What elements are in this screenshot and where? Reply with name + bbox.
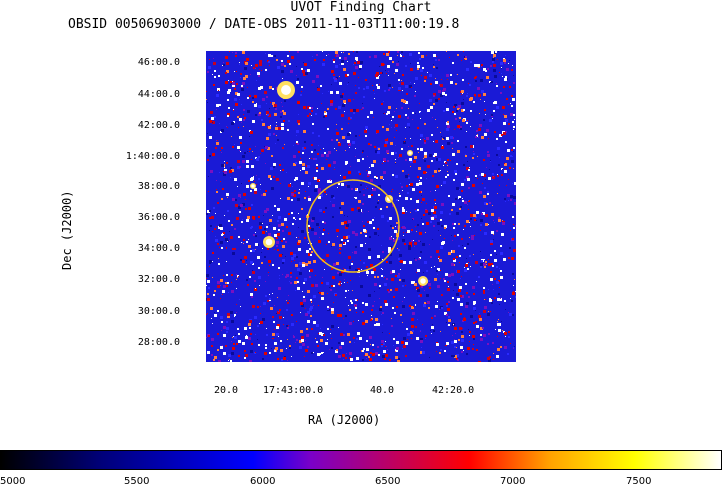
colorbar-tick-label: 6500 — [375, 476, 401, 487]
chart-subtitle: OBSID 00506903000 / DATE-OBS 2011-11-03T… — [68, 17, 460, 32]
colorbar-tick-label: 7500 — [626, 476, 652, 487]
y-tick-label: 30:00.0 — [137, 306, 180, 317]
colorbar-tick-label: 7000 — [500, 476, 526, 487]
x-axis-label: RA (J2000) — [308, 413, 381, 427]
sky-image-canvas — [206, 51, 516, 362]
colorbar-tick-label: 5500 — [124, 476, 150, 487]
colorbar-tick-label: 6000 — [250, 476, 276, 487]
y-tick-label: 38:00.0 — [137, 181, 180, 192]
y-tick-label: 42:00.0 — [137, 120, 180, 131]
y-tick-label: 28:00.0 — [137, 337, 180, 348]
colorbar — [0, 450, 722, 470]
y-tick-label: 34:00.0 — [137, 243, 180, 254]
x-tick-label: 17:43:00.0 — [263, 385, 324, 396]
y-tick-label: 46:00.0 — [137, 57, 180, 68]
y-tick-label: 32:00.0 — [137, 274, 180, 285]
x-tick-label: 20.0 — [214, 385, 239, 396]
y-tick-label: 36:00.0 — [137, 212, 180, 223]
source-region-circle — [306, 179, 400, 273]
y-tick-label: 44:00.0 — [137, 89, 180, 100]
x-tick-label: 40.0 — [370, 385, 395, 396]
y-tick-label: 1:40:00.0 — [125, 151, 180, 162]
y-axis-label: Dec (J2000) — [60, 190, 74, 270]
colorbar-tick-label: 5000 — [0, 476, 26, 487]
sky-image — [206, 51, 516, 362]
chart-title: UVOT Finding Chart — [290, 0, 432, 15]
x-tick-label: 42:20.0 — [432, 385, 475, 396]
